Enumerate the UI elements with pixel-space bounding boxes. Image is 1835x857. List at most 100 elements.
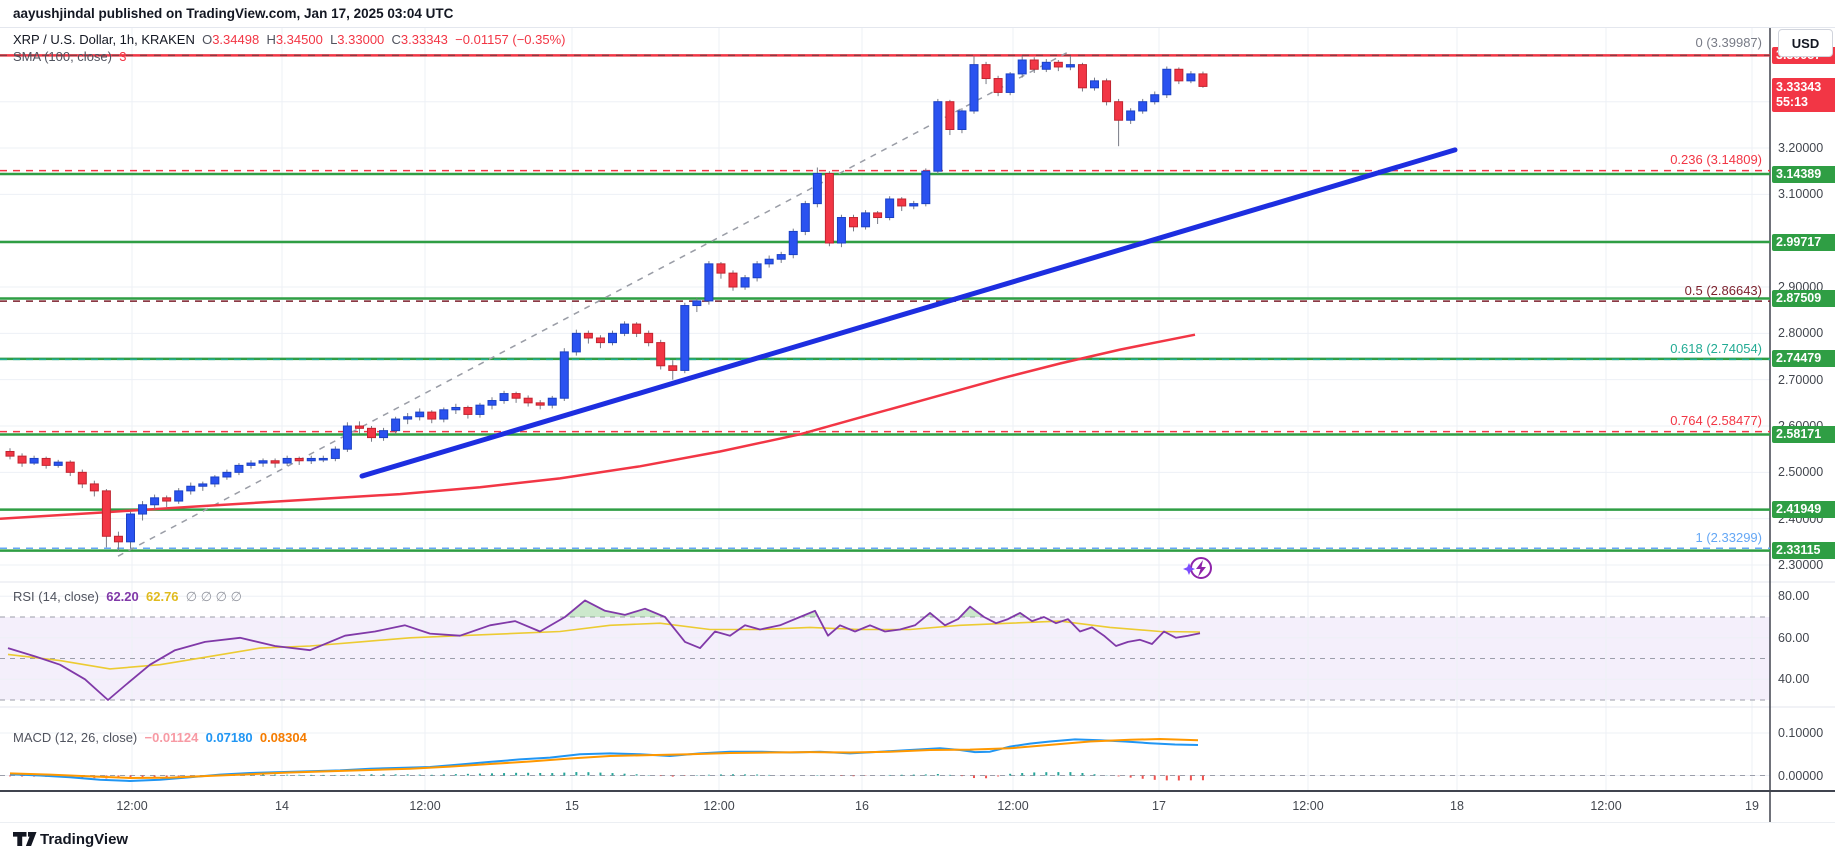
level-price-label[interactable]: 2.33115: [1772, 542, 1835, 560]
time-axis-tick[interactable]: 12:00: [409, 799, 441, 813]
candle-up: [150, 497, 160, 506]
level-lines: [0, 54, 1770, 552]
rsi-overbought-region: [960, 606, 984, 617]
candle-up: [1065, 64, 1075, 68]
candle-down: [849, 217, 858, 228]
pane-separators: [0, 28, 1835, 822]
candle-up: [246, 462, 256, 466]
candle-down: [1029, 59, 1039, 70]
fib-level-label[interactable]: 0.5 (2.86643): [1684, 282, 1762, 298]
candle-up: [258, 460, 268, 464]
candle-down: [1077, 64, 1087, 89]
time-axis-tick[interactable]: 16: [855, 799, 869, 813]
candle-up: [1186, 73, 1196, 82]
level-price-label[interactable]: 2.41949: [1772, 501, 1835, 519]
sma-legend[interactable]: SMA (100, close) 3: [13, 49, 126, 64]
level-price-label[interactable]: 2.58171: [1772, 425, 1835, 443]
candle-down: [595, 337, 605, 344]
current-price-value: 3.33343: [1776, 80, 1822, 95]
trendlines: [0, 51, 1458, 557]
candle-down: [294, 457, 304, 462]
publish-header: aayushjindal published on TradingView.co…: [0, 0, 1835, 28]
candle-up: [1090, 80, 1099, 89]
candle-down: [716, 263, 726, 274]
price-axis-tick: 2.50000: [1778, 465, 1824, 480]
candle-down: [993, 78, 1003, 93]
macd-axis-tick: 0.10000: [1778, 726, 1824, 740]
time-axis-tick[interactable]: 18: [1450, 799, 1464, 813]
candle-down: [77, 471, 87, 485]
macd-lines: [9, 738, 1199, 782]
candle-up: [559, 351, 569, 399]
time-axis-tick[interactable]: 12:00: [997, 799, 1029, 813]
price-axis-tick: 3.10000: [1778, 187, 1824, 202]
time-axis-tick[interactable]: 19: [1745, 799, 1759, 813]
rsi-line: [7, 599, 1201, 701]
candle-up: [198, 483, 208, 487]
candle-up: [282, 457, 292, 464]
current-price-label[interactable]: 3.33343 55:13: [1772, 78, 1835, 113]
candle-up: [680, 305, 690, 371]
candle-up: [487, 400, 497, 406]
candle-down: [89, 483, 99, 492]
rsi-ma-value: 62.76: [146, 589, 179, 604]
flash-publish-icon[interactable]: [1183, 557, 1212, 579]
candle-up: [29, 457, 39, 464]
currency-toggle-button[interactable]: USD: [1778, 29, 1833, 57]
candle-down: [367, 427, 376, 439]
time-axis-tick[interactable]: 12:00: [1590, 799, 1622, 813]
candle-up: [752, 263, 762, 279]
candle-up: [1162, 68, 1172, 96]
macd-legend[interactable]: MACD (12, 26, close) −0.01124 0.07180 0.…: [13, 730, 307, 745]
level-price-label[interactable]: 3.14389: [1772, 165, 1835, 183]
ohlc-open-label: O: [202, 32, 213, 47]
candle-up: [391, 418, 401, 432]
fib-level-label[interactable]: 0.236 (3.14809): [1670, 152, 1762, 168]
rsi-lines: [7, 599, 1201, 701]
rsi-axis-tick: 80.00: [1778, 589, 1810, 604]
fib-level-label[interactable]: 0.764 (2.58477): [1670, 413, 1762, 429]
time-axis-tick[interactable]: 12:00: [1292, 799, 1324, 813]
macd-signal-value: 0.08304: [259, 730, 307, 745]
candle-down: [873, 212, 883, 219]
candle-up: [764, 258, 774, 265]
time-axis-tick[interactable]: 17: [1152, 799, 1166, 813]
candle-up: [1005, 73, 1015, 93]
candle-down: [65, 461, 75, 473]
rsi-overbought-fill: [565, 600, 1026, 617]
candle-down: [535, 402, 545, 406]
footer: TradingView: [0, 822, 1835, 857]
candle-up: [1041, 61, 1051, 70]
rsi-legend[interactable]: RSI (14, close) 62.20 62.76 ∅ ∅ ∅ ∅: [13, 589, 242, 605]
macd-line-value: 0.07180: [205, 730, 253, 745]
ohlc-close-value: 3.33343: [400, 32, 448, 47]
time-axis-tick[interactable]: 12:00: [116, 799, 148, 813]
candle-up: [885, 198, 895, 219]
candle-down: [270, 460, 280, 464]
candle-up: [608, 332, 617, 344]
candle-up: [451, 406, 461, 411]
fib-level-label[interactable]: 0 (3.39987): [1695, 35, 1763, 51]
time-axis-tick[interactable]: 14: [275, 799, 289, 813]
level-price-label[interactable]: 2.87509: [1772, 290, 1835, 308]
price-axis-tick: 2.80000: [1778, 326, 1824, 341]
time-axis-tick[interactable]: 15: [565, 799, 579, 813]
symbol-legend[interactable]: XRP / U.S. Dollar, 1h, KRAKEN O3.34498 H…: [13, 32, 566, 47]
candle-down: [17, 455, 27, 464]
bar-countdown: 55:13: [1776, 95, 1808, 110]
candle-down: [632, 323, 642, 334]
level-price-label[interactable]: 2.99717: [1772, 233, 1835, 251]
fib-level-label[interactable]: 1 (2.33299): [1695, 529, 1763, 545]
candle-down: [656, 342, 666, 367]
candle-down: [5, 450, 15, 457]
candle-up: [861, 212, 871, 228]
level-price-label[interactable]: 2.74479: [1772, 350, 1835, 368]
candle-down: [511, 393, 521, 399]
candle-down: [1053, 61, 1063, 68]
time-axis-tick[interactable]: 12:00: [703, 799, 735, 813]
candle-down: [1102, 80, 1112, 103]
fib-level-label[interactable]: 0.618 (2.74054): [1670, 340, 1762, 356]
candle-down: [101, 490, 111, 537]
